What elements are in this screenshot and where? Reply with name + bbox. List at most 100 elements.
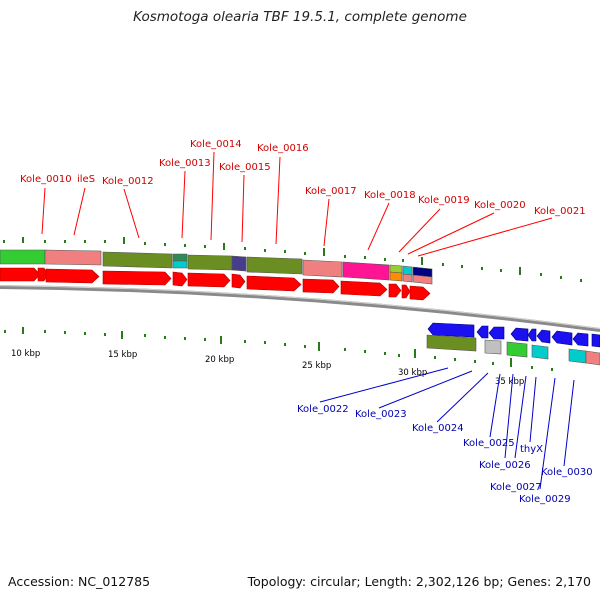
tick-mark xyxy=(414,349,416,358)
feature-block xyxy=(585,350,600,366)
feature-block xyxy=(506,341,528,358)
gene-label-Kole_0026: Kole_0026 xyxy=(479,460,531,471)
feature-block xyxy=(187,254,233,271)
tick-mark xyxy=(318,342,320,351)
genome-backbone-highlight xyxy=(0,285,600,330)
gene-label-Kole_0023: Kole_0023 xyxy=(355,409,407,420)
feature-block xyxy=(172,253,188,262)
tick-mark xyxy=(164,336,166,339)
tick-mark xyxy=(104,333,106,336)
gene-label-Kole_0015: Kole_0015 xyxy=(219,162,271,173)
forward-gene-arrow xyxy=(302,278,340,294)
scale-label-35kbp: 35 kbp xyxy=(495,377,524,387)
forward-gene-arrow xyxy=(45,268,100,284)
feature-block xyxy=(402,273,413,283)
tick-mark xyxy=(323,248,325,256)
feature-block xyxy=(484,339,502,355)
tick-mark xyxy=(64,240,66,243)
reverse-gene-arrow xyxy=(527,328,537,342)
upper-tick-row xyxy=(3,237,582,282)
tick-mark xyxy=(454,358,456,361)
forward-gene-arrow xyxy=(401,284,411,299)
tick-mark xyxy=(500,269,502,272)
tick-mark xyxy=(184,244,186,247)
forward-feature-bar xyxy=(0,249,433,285)
reverse-gene-arrow xyxy=(476,325,489,339)
tick-mark xyxy=(4,330,6,333)
tick-mark xyxy=(461,265,463,268)
gene-label-Kole_0018: Kole_0018 xyxy=(364,190,416,201)
feature-block xyxy=(0,249,46,265)
accession-text: Accession: NC_012785 xyxy=(8,574,151,589)
gene-label-Kole_0024: Kole_0024 xyxy=(412,423,464,434)
tick-mark xyxy=(344,348,346,351)
scale-label-10kbp: 10 kbp xyxy=(11,349,40,359)
tick-mark xyxy=(3,240,5,243)
tick-mark xyxy=(519,267,521,275)
feature-block xyxy=(302,259,343,278)
reverse-gene-labels: Kole_0022 Kole_0023 Kole_0024 Kole_0025 … xyxy=(297,404,593,505)
tick-mark xyxy=(442,263,444,266)
feature-block xyxy=(102,251,173,269)
tick-mark xyxy=(510,358,512,367)
reverse-gene-arrow xyxy=(427,322,475,338)
tick-mark xyxy=(44,330,46,333)
tick-mark xyxy=(223,243,225,250)
gene-label-Kole_0012: Kole_0012 xyxy=(102,176,154,187)
scale-label-15kbp: 15 kbp xyxy=(108,350,137,360)
feature-block xyxy=(531,344,549,360)
tick-mark xyxy=(184,337,186,340)
tick-mark xyxy=(164,243,166,246)
tick-mark xyxy=(421,257,423,265)
tick-mark xyxy=(398,354,400,357)
tick-mark xyxy=(204,338,206,341)
forward-gene-arrow xyxy=(102,270,172,286)
gene-label-Kole_0010: Kole_0010 xyxy=(20,174,72,185)
tick-mark xyxy=(580,279,582,282)
feature-block xyxy=(426,334,477,352)
gene-label-Kole_0017: Kole_0017 xyxy=(305,186,357,197)
gene-label-Kole_0020: Kole_0020 xyxy=(474,200,526,211)
scale-label-20kbp: 20 kbp xyxy=(205,355,234,365)
feature-block xyxy=(568,348,587,364)
tick-mark xyxy=(560,276,562,279)
tick-mark xyxy=(402,259,404,262)
gene-label-ileS: ileS xyxy=(77,174,95,185)
reverse-gene-arrow xyxy=(551,330,573,346)
tick-mark xyxy=(551,368,553,371)
reverse-leader-lines xyxy=(319,367,575,490)
tick-mark xyxy=(304,345,306,348)
feature-block xyxy=(246,256,303,275)
lower-tick-row xyxy=(4,327,553,371)
tick-mark xyxy=(144,242,146,245)
gene-label-Kole_0016: Kole_0016 xyxy=(257,143,309,154)
feature-block xyxy=(44,249,102,266)
reverse-gene-arrow xyxy=(572,332,589,347)
gene-label-Kole_0022: Kole_0022 xyxy=(297,404,349,415)
feature-block xyxy=(389,271,403,282)
feature-block xyxy=(342,261,390,281)
tick-mark xyxy=(474,360,476,363)
tick-mark xyxy=(44,240,46,243)
tick-mark xyxy=(264,249,266,252)
reverse-gene-arrow xyxy=(488,326,505,340)
tick-mark xyxy=(121,331,123,339)
reverse-feature-bar xyxy=(426,334,600,366)
forward-leader-lines xyxy=(41,151,553,257)
tick-mark xyxy=(364,256,366,259)
tick-mark xyxy=(481,267,483,270)
scale-label-30kbp: 30 kbp xyxy=(398,368,427,378)
tick-mark xyxy=(84,240,86,243)
tick-mark xyxy=(84,332,86,335)
gene-label-Kole_0021: Kole_0021 xyxy=(534,206,586,217)
tick-mark xyxy=(104,240,106,243)
scale-labels: 10 kbp 15 kbp 20 kbp 25 kbp 30 kbp 35 kb… xyxy=(11,349,524,387)
tick-mark xyxy=(22,237,24,243)
forward-gene-arrow xyxy=(231,273,246,289)
feature-block xyxy=(231,255,247,272)
tick-mark xyxy=(22,327,24,334)
forward-gene-arrow xyxy=(388,283,402,298)
forward-gene-arrow xyxy=(409,285,431,301)
tick-mark xyxy=(540,273,542,276)
